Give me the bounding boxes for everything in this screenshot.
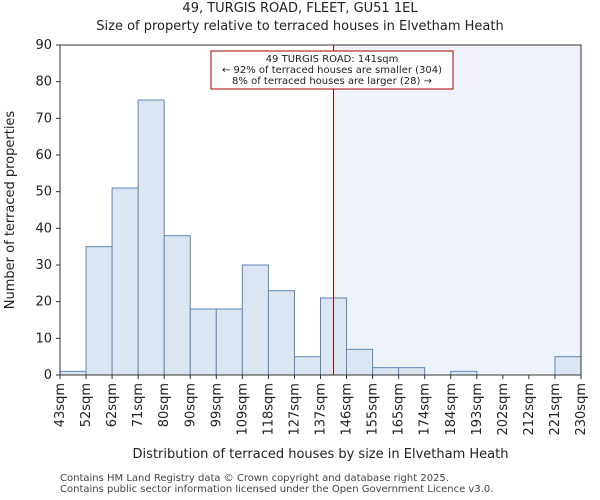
bar-165sqm: [398, 367, 426, 376]
bar-109sqm: [241, 264, 269, 376]
x-tick-label-165sqm: 165sqm: [392, 383, 407, 436]
annotation-line-2: ← 92% of terraced houses are smaller (30…: [222, 65, 442, 76]
x-tick-label-118sqm: 118sqm: [261, 383, 276, 436]
annotation-line-3: 8% of terraced houses are larger (28) →: [232, 76, 432, 87]
annotation-line-1: 49 TURGIS ROAD: 141sqm: [266, 54, 399, 65]
x-tick-label-127sqm: 127sqm: [287, 383, 302, 436]
x-axis-label: Distribution of terraced houses by size …: [133, 447, 509, 462]
y-tick-label-20: 20: [35, 295, 52, 310]
x-tick-label-90sqm: 90sqm: [183, 383, 198, 427]
bar-90sqm: [189, 308, 217, 376]
x-tick-label-202sqm: 202sqm: [496, 383, 511, 436]
x-tick-label-212sqm: 212sqm: [522, 383, 537, 436]
annotation-border: [210, 50, 454, 90]
y-tick-label-10: 10: [35, 331, 52, 346]
bar-155sqm: [372, 367, 400, 376]
x-tick-label-230sqm: 230sqm: [574, 383, 589, 436]
x-tick-label-174sqm: 174sqm: [418, 383, 433, 436]
y-tick-label-50: 50: [35, 185, 52, 200]
x-tick-label-137sqm: 137sqm: [314, 383, 329, 436]
bar-62sqm: [111, 187, 139, 376]
bar-118sqm: [267, 290, 295, 376]
bar-146sqm: [346, 348, 374, 376]
x-tick-label-146sqm: 146sqm: [340, 383, 355, 436]
y-tick-label-40: 40: [35, 221, 52, 236]
x-tick-label-80sqm: 80sqm: [157, 383, 172, 427]
x-tick-label-71sqm: 71sqm: [131, 383, 146, 427]
bar-127sqm: [293, 356, 322, 376]
footer-copyright: Contains HM Land Registry data © Crown c…: [60, 473, 449, 484]
plot-frame: [59, 44, 582, 376]
footer-licence: Contains public sector information licen…: [60, 484, 494, 495]
bar-99sqm: [215, 308, 243, 376]
x-tick-label-52sqm: 52sqm: [79, 383, 94, 427]
larger-properties-region: [333, 45, 581, 375]
y-tick-label-60: 60: [35, 148, 52, 163]
bar-184sqm: [450, 370, 478, 376]
bar-43sqm: [59, 370, 87, 376]
chart-title: Size of property relative to terraced ho…: [96, 19, 504, 34]
x-tick-label-221sqm: 221sqm: [548, 383, 563, 436]
x-tick-label-99sqm: 99sqm: [209, 383, 224, 427]
x-tick-label-155sqm: 155sqm: [366, 383, 381, 436]
x-tick-label-62sqm: 62sqm: [105, 383, 120, 427]
y-tick-label-70: 70: [35, 111, 52, 126]
bar-80sqm: [163, 235, 191, 376]
y-tick-label-0: 0: [44, 368, 52, 383]
x-tick-label-184sqm: 184sqm: [444, 383, 459, 436]
x-tick-label-193sqm: 193sqm: [470, 383, 485, 436]
x-tick-label-43sqm: 43sqm: [53, 383, 68, 427]
bar-52sqm: [85, 246, 113, 376]
chart-title-address: 49, TURGIS ROAD, FLEET, GU51 1EL: [182, 1, 418, 16]
x-tick-label-109sqm: 109sqm: [235, 383, 250, 436]
y-tick-label-80: 80: [35, 75, 52, 90]
y-tick-label-90: 90: [35, 38, 52, 53]
bar-71sqm: [137, 99, 165, 376]
y-axis-label: Number of terraced properties: [3, 111, 18, 310]
y-tick-label-30: 30: [35, 258, 52, 273]
annotation-box: 49 TURGIS ROAD: 141sqm ← 92% of terraced…: [210, 50, 454, 90]
bar-221sqm: [554, 356, 582, 376]
